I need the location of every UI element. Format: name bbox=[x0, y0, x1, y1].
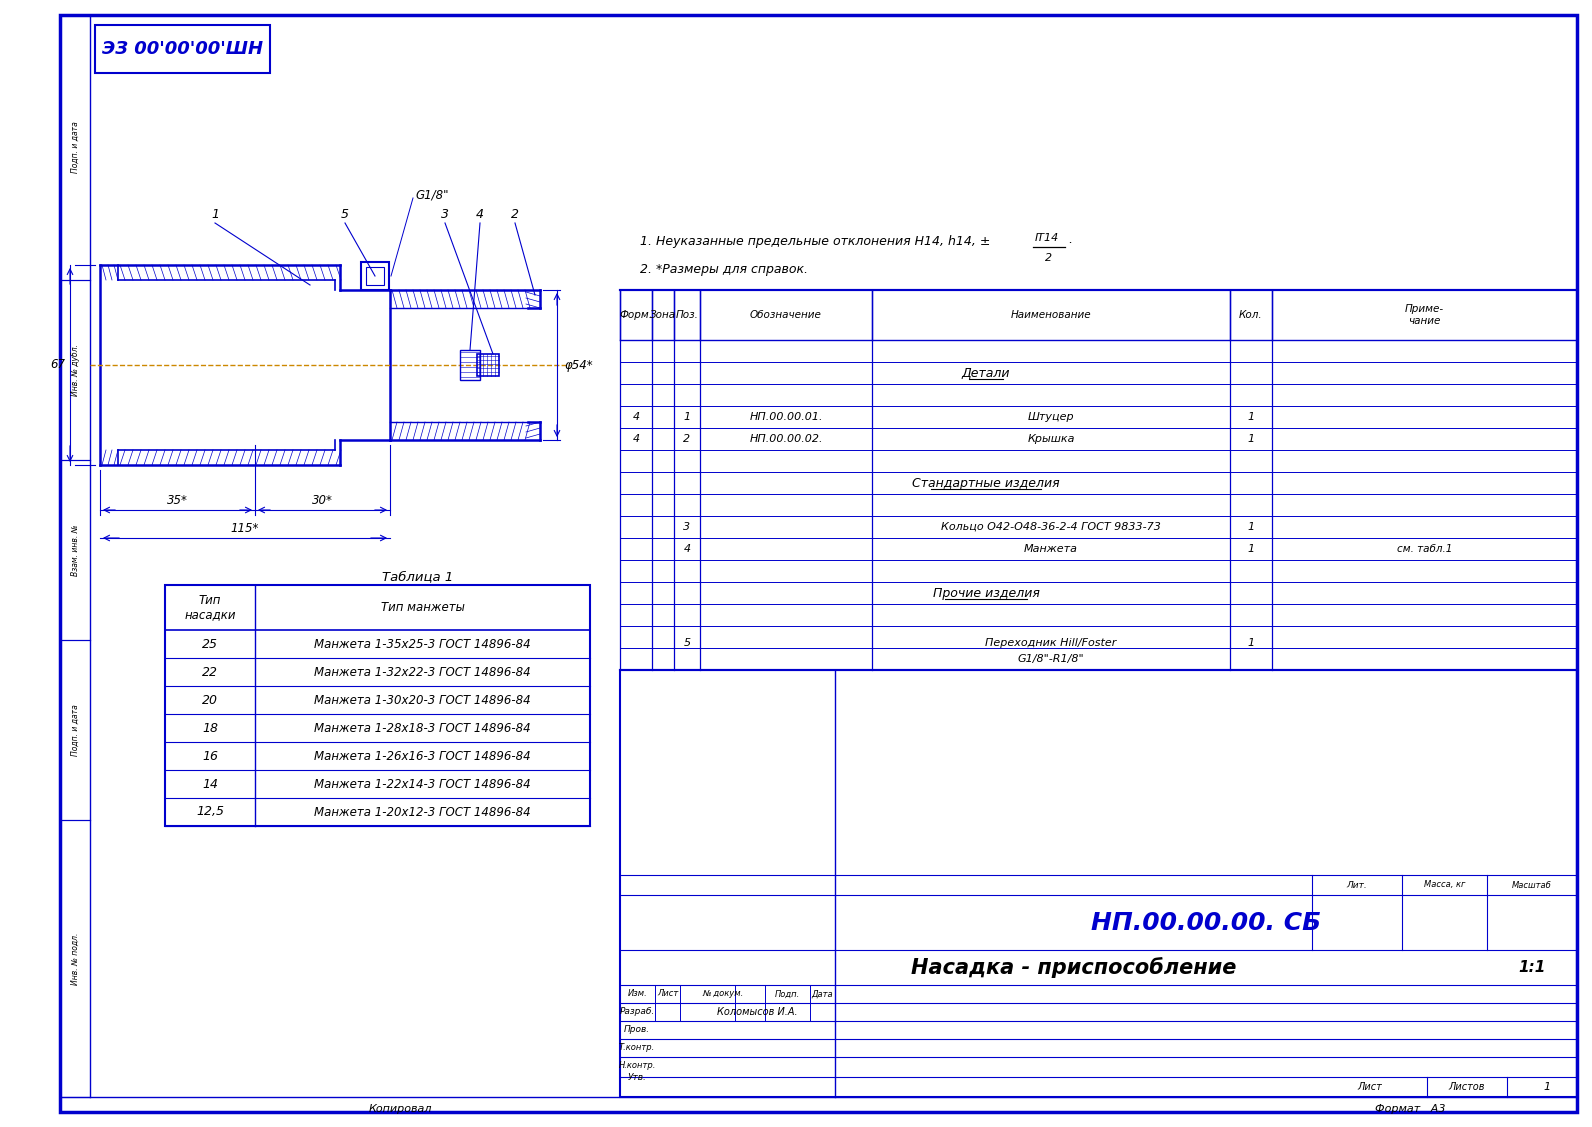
Text: 2. *Размеры для справок.: 2. *Размеры для справок. bbox=[640, 263, 809, 276]
Text: 1: 1 bbox=[683, 412, 691, 421]
Text: 5: 5 bbox=[341, 208, 349, 222]
Text: Штуцер: Штуцер bbox=[1028, 412, 1075, 421]
Text: 25: 25 bbox=[202, 638, 218, 650]
Text: 14: 14 bbox=[202, 778, 218, 790]
Bar bbox=[366, 267, 384, 285]
Text: 30*: 30* bbox=[312, 495, 333, 507]
Bar bbox=[361, 261, 388, 290]
Bar bbox=[166, 585, 591, 826]
Text: 1: 1 bbox=[1248, 638, 1254, 648]
Text: 12,5: 12,5 bbox=[196, 806, 224, 818]
Text: Стандартные изделия: Стандартные изделия bbox=[912, 477, 1060, 489]
Text: НП.00.00.00. СБ: НП.00.00.00. СБ bbox=[1091, 911, 1321, 934]
Text: 67: 67 bbox=[51, 358, 65, 372]
Text: Изм.: Изм. bbox=[627, 990, 648, 999]
Text: 1. Неуказанные предельные отклонения Н14, h14, ±: 1. Неуказанные предельные отклонения Н14… bbox=[640, 236, 990, 248]
Text: Масса, кг: Масса, кг bbox=[1423, 880, 1465, 889]
Text: Инв. № подл.: Инв. № подл. bbox=[70, 932, 80, 985]
Text: Поз.: Поз. bbox=[675, 310, 699, 320]
Bar bbox=[96, 25, 271, 73]
Text: φ54*: φ54* bbox=[565, 358, 594, 372]
Text: Манжета 1-35х25-3 ГОСТ 14896-84: Манжета 1-35х25-3 ГОСТ 14896-84 bbox=[314, 638, 530, 650]
Text: 1: 1 bbox=[1248, 434, 1254, 444]
Text: G1/8": G1/8" bbox=[416, 188, 449, 202]
Text: 2: 2 bbox=[1046, 252, 1052, 263]
Text: Лист: Лист bbox=[1356, 1082, 1382, 1092]
Text: Манжета 1-32х22-3 ГОСТ 14896-84: Манжета 1-32х22-3 ГОСТ 14896-84 bbox=[314, 666, 530, 678]
Text: 35*: 35* bbox=[167, 495, 188, 507]
Text: 1: 1 bbox=[1248, 412, 1254, 421]
Text: Кол.: Кол. bbox=[1239, 310, 1262, 320]
Text: 5: 5 bbox=[683, 638, 691, 648]
Text: 1: 1 bbox=[1248, 522, 1254, 532]
Text: Детали: Детали bbox=[962, 366, 1011, 380]
Bar bbox=[478, 354, 498, 376]
Text: Утв.: Утв. bbox=[627, 1074, 646, 1083]
Text: 4: 4 bbox=[632, 434, 640, 444]
Text: Приме-
чание: Приме- чание bbox=[1404, 304, 1444, 326]
Text: Взам. инв. №: Взам. инв. № bbox=[70, 524, 80, 576]
Text: 2: 2 bbox=[511, 208, 519, 222]
Text: см. табл.1: см. табл.1 bbox=[1396, 544, 1452, 554]
Text: Подп. и дата: Подп. и дата bbox=[70, 122, 80, 174]
Bar bbox=[619, 669, 1578, 1097]
Bar bbox=[460, 350, 481, 380]
Text: Инв. № дубл.: Инв. № дубл. bbox=[70, 344, 80, 396]
Text: Разраб.: Разраб. bbox=[619, 1008, 654, 1017]
Text: Переходник Hill/Foster: Переходник Hill/Foster bbox=[985, 638, 1116, 648]
Text: Лист: Лист bbox=[657, 990, 678, 999]
Text: Прочие изделия: Прочие изделия bbox=[933, 586, 1040, 600]
Text: IT14: IT14 bbox=[1035, 233, 1059, 243]
Text: G1/8"-R1/8": G1/8"-R1/8" bbox=[1017, 654, 1084, 664]
Text: Манжета 1-22х14-3 ГОСТ 14896-84: Манжета 1-22х14-3 ГОСТ 14896-84 bbox=[314, 778, 530, 790]
Text: НП.00.00.02.: НП.00.00.02. bbox=[750, 434, 823, 444]
Text: 18: 18 bbox=[202, 721, 218, 735]
Text: Манжета 1-20х12-3 ГОСТ 14896-84: Манжета 1-20х12-3 ГОСТ 14896-84 bbox=[314, 806, 530, 818]
Text: Манжета 1-26х16-3 ГОСТ 14896-84: Манжета 1-26х16-3 ГОСТ 14896-84 bbox=[314, 749, 530, 763]
Text: 3: 3 bbox=[441, 208, 449, 222]
Text: Крышка: Крышка bbox=[1027, 434, 1075, 444]
Text: Таблица 1: Таблица 1 bbox=[382, 570, 454, 584]
Text: Лит.: Лит. bbox=[1347, 880, 1368, 889]
Text: 1: 1 bbox=[1543, 1082, 1551, 1092]
Text: Насадка - приспособление: Насадка - приспособление bbox=[911, 957, 1235, 978]
Text: Копировал: Копировал bbox=[368, 1104, 431, 1113]
Text: Тип манжеты: Тип манжеты bbox=[380, 601, 465, 614]
Text: 115*: 115* bbox=[231, 523, 259, 535]
Text: 4: 4 bbox=[683, 544, 691, 554]
Text: ЭЗ 00'00'00'ШН: ЭЗ 00'00'00'ШН bbox=[102, 39, 263, 57]
Text: Манжета 1-28х18-3 ГОСТ 14896-84: Манжета 1-28х18-3 ГОСТ 14896-84 bbox=[314, 721, 530, 735]
Text: Подп.: Подп. bbox=[775, 990, 801, 999]
Text: Наименование: Наименование bbox=[1011, 310, 1091, 320]
Text: Обозначение: Обозначение bbox=[750, 310, 821, 320]
Text: 1: 1 bbox=[1248, 544, 1254, 554]
Text: 4: 4 bbox=[632, 412, 640, 421]
Text: Масштаб: Масштаб bbox=[1512, 880, 1552, 889]
Text: НП.00.00.01.: НП.00.00.01. bbox=[750, 412, 823, 421]
Text: Манжета: Манжета bbox=[1024, 544, 1078, 554]
Text: Формат   А3: Формат А3 bbox=[1375, 1104, 1446, 1113]
Text: 16: 16 bbox=[202, 749, 218, 763]
Text: № докум.: № докум. bbox=[702, 990, 743, 999]
Text: Т.контр.: Т.контр. bbox=[619, 1044, 656, 1053]
Text: 22: 22 bbox=[202, 666, 218, 678]
Text: 1: 1 bbox=[212, 208, 220, 222]
Text: 20: 20 bbox=[202, 693, 218, 707]
Text: .: . bbox=[1068, 233, 1071, 246]
Text: Подп. и дата: Подп. и дата bbox=[70, 704, 80, 756]
Text: Дата: Дата bbox=[812, 990, 833, 999]
Text: Зона: Зона bbox=[650, 310, 677, 320]
Text: 3: 3 bbox=[683, 522, 691, 532]
Text: 1:1: 1:1 bbox=[1519, 960, 1546, 975]
Text: Тип
насадки: Тип насадки bbox=[185, 594, 236, 621]
Text: Пров.: Пров. bbox=[624, 1026, 650, 1035]
Text: Манжета 1-30х20-3 ГОСТ 14896-84: Манжета 1-30х20-3 ГОСТ 14896-84 bbox=[314, 693, 530, 707]
Text: Н.контр.: Н.контр. bbox=[618, 1062, 656, 1071]
Text: Кольцо О42-О48-36-2-4 ГОСТ 9833-73: Кольцо О42-О48-36-2-4 ГОСТ 9833-73 bbox=[941, 522, 1161, 532]
Text: Листов: Листов bbox=[1449, 1082, 1485, 1092]
Text: Коломысов И.А.: Коломысов И.А. bbox=[716, 1008, 798, 1017]
Text: 2: 2 bbox=[683, 434, 691, 444]
Text: 4: 4 bbox=[476, 208, 484, 222]
Text: Форм.: Форм. bbox=[619, 310, 653, 320]
